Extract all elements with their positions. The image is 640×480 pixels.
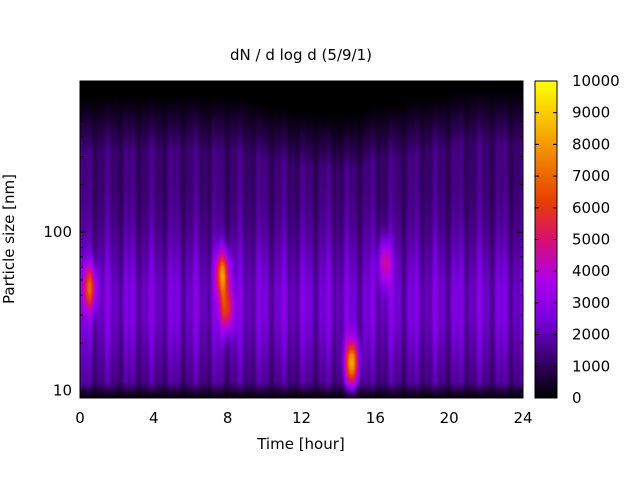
x-tick: 4 [149,81,159,427]
colorbar-tick-label: 2000 [572,326,610,344]
x-tick: 24 [513,81,533,427]
x-tick: 16 [366,81,385,427]
x-axis-label: Time [hour] [256,435,345,453]
x-tick: 20 [440,81,459,427]
x-tick: 0 [75,81,85,427]
colorbar-tick-label: 7000 [572,167,610,185]
colorbar-tick-label: 1000 [572,357,610,375]
colorbar-tick-label: 0 [572,389,582,407]
x-tick-label: 16 [366,409,385,427]
colorbar-tick-label: 4000 [572,262,610,280]
chart-title: dN / d log d (5/9/1) [230,46,372,64]
heatmap-plot [80,81,523,398]
colorbar-tick-label: 8000 [572,135,610,153]
x-tick: 8 [223,81,233,427]
x-tick-label: 8 [223,409,233,427]
y-tick-label: 10 [53,382,72,400]
colorbar-tick-label: 10000 [572,72,620,90]
x-tick-label: 24 [513,409,532,427]
x-tick-label: 12 [292,409,311,427]
x-tick-label: 4 [149,409,159,427]
colorbar-tick-label: 5000 [572,231,610,249]
x-tick-label: 0 [75,409,85,427]
y-axis-ticks: 10 100 [43,80,523,400]
colorbar-ticks: 0 1000 2000 3000 4000 5000 6000 7000 8000 9000 100… [535,72,620,407]
colorbar-tick-label: 3000 [572,294,610,312]
colorbar-tick-label: 9000 [572,104,610,122]
x-axis-ticks: 0 4 8 12 16 20 24 [75,81,533,427]
y-axis-label: Particle size [nm] [0,174,18,304]
x-tick-label: 20 [440,409,459,427]
y-tick-label: 100 [43,223,72,241]
x-tick: 12 [292,81,311,427]
colorbar-tick-label: 6000 [572,199,610,217]
